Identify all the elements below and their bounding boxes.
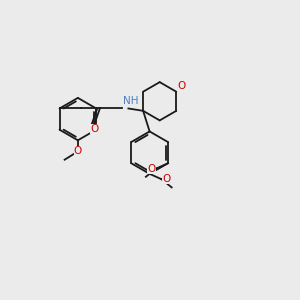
Text: O: O: [162, 174, 170, 184]
Text: O: O: [147, 164, 156, 174]
Text: O: O: [74, 146, 82, 157]
Text: NH: NH: [122, 96, 138, 106]
Text: O: O: [90, 124, 99, 134]
Text: O: O: [178, 80, 186, 91]
